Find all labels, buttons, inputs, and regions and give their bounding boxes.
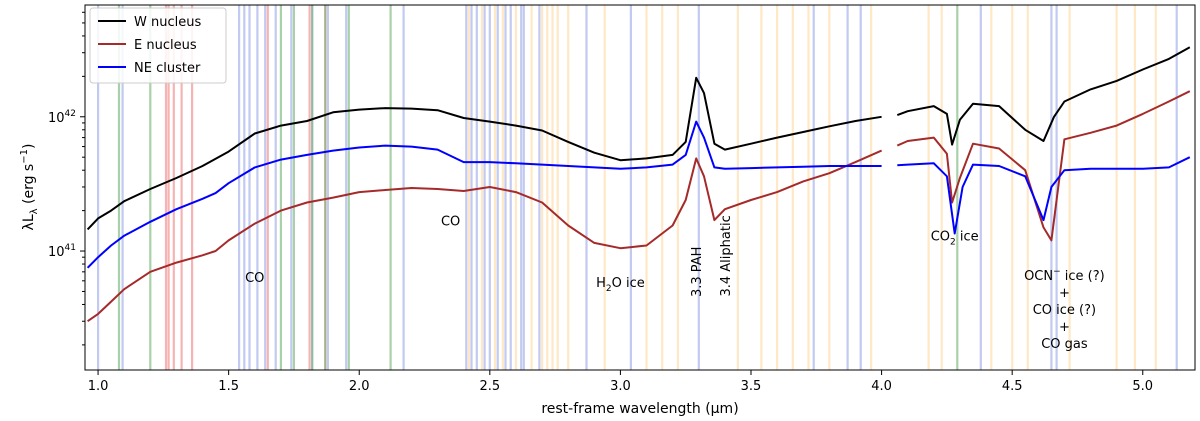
ocn-label-text: OCN — [1024, 269, 1053, 284]
y-axis-label-close: ) — [21, 144, 37, 149]
annotation-text: 3.3 PAH — [690, 247, 705, 297]
ocn-label-tail: ice (?) — [1061, 269, 1105, 284]
ocn-label-text: CO ice (?) — [1033, 303, 1096, 318]
spectral-line-bands — [96, 5, 1178, 370]
plot-frame — [84, 4, 1196, 371]
x-tick-label: 3.0 — [610, 379, 631, 394]
y-axis-label-unit: (erg s — [21, 164, 37, 209]
y-tick-label: 1042 — [48, 109, 76, 126]
annotation-text: H — [596, 276, 606, 291]
series-line-w-nucleus-0 — [86, 76, 882, 231]
x-tick-label: 1.0 — [88, 379, 109, 394]
series-line-ne-cluster-1 — [897, 156, 1191, 235]
ocn-label-text: + — [1059, 286, 1070, 301]
ocn-label-sup: − — [1053, 267, 1061, 277]
y-axis-label-unit-exp: −1 — [19, 149, 30, 164]
legend-label-ne-cluster: NE cluster — [134, 61, 201, 76]
spectra-lines — [86, 46, 1191, 323]
y-tick-base: 10 — [48, 111, 65, 126]
annotation-sub: 2 — [606, 284, 612, 294]
y-tick-exp: 41 — [65, 243, 76, 253]
x-tick-label: 1.5 — [218, 379, 239, 394]
x-tick-label: 2.0 — [349, 379, 370, 394]
x-tick-label: 2.5 — [479, 379, 500, 394]
y-tick-base: 10 — [48, 245, 65, 260]
ocn-label-line-0: OCN− ice (?) — [1024, 267, 1105, 284]
series-line-e-nucleus-0 — [87, 149, 883, 323]
ocn-label-text: CO gas — [1041, 337, 1088, 352]
x-tick-label: 4.0 — [871, 379, 892, 394]
annotation-text: CO — [245, 271, 264, 286]
ocn-label-line-1: + — [1059, 286, 1070, 301]
x-axis-ticks: 1.0 1.5 2.0 2.5 3.0 3.5 4.0 4.5 5.0 — [88, 370, 1153, 394]
ocn-label-line-3: + — [1059, 320, 1070, 335]
x-tick-label: 4.5 — [1002, 379, 1023, 394]
annotation-5: CO2 ice — [931, 229, 979, 247]
series-line-e-nucleus-1 — [896, 90, 1191, 242]
ocn-label-text: + — [1059, 320, 1070, 335]
annotation-3: 3.3 PAH — [690, 247, 705, 297]
annotation-1: CO — [441, 214, 460, 229]
legend-box — [89, 7, 227, 84]
legend-label-e-nucleus: E nucleus — [134, 38, 197, 53]
x-tick-label: 5.0 — [1132, 379, 1153, 394]
ocn-label-line-4: CO gas — [1041, 337, 1088, 352]
series-line-ne-cluster-0 — [86, 120, 882, 269]
annotation-text: CO — [931, 229, 950, 244]
annotation-text: CO — [441, 214, 460, 229]
annotation-0: CO — [245, 271, 264, 286]
annotation-text: 3.4 Aliphatic — [719, 215, 734, 296]
y-tick-label: 1041 — [48, 243, 76, 260]
y-axis-label: λLλ (erg s−1) — [19, 144, 40, 231]
legend-label-w-nucleus: W nucleus — [134, 15, 201, 30]
annotation-sub: 2 — [950, 237, 956, 247]
x-tick-label: 3.5 — [741, 379, 762, 394]
x-axis-label: rest-frame wavelength (μm) — [541, 401, 738, 417]
annotation-2: H2O ice — [596, 276, 645, 294]
annotation-4: 3.4 Aliphatic — [719, 215, 734, 296]
series-line-w-nucleus-1 — [896, 46, 1191, 146]
y-tick-exp: 42 — [65, 109, 76, 119]
annotation-tail: O ice — [612, 276, 645, 291]
annotation-tail: ice — [956, 229, 979, 244]
y-axis-label-main: λL — [21, 214, 37, 230]
ocn-label-line-2: CO ice (?) — [1033, 303, 1096, 318]
legend: W nucleus E nucleus NE cluster — [89, 7, 227, 84]
y-axis-label-sub: λ — [29, 208, 40, 214]
